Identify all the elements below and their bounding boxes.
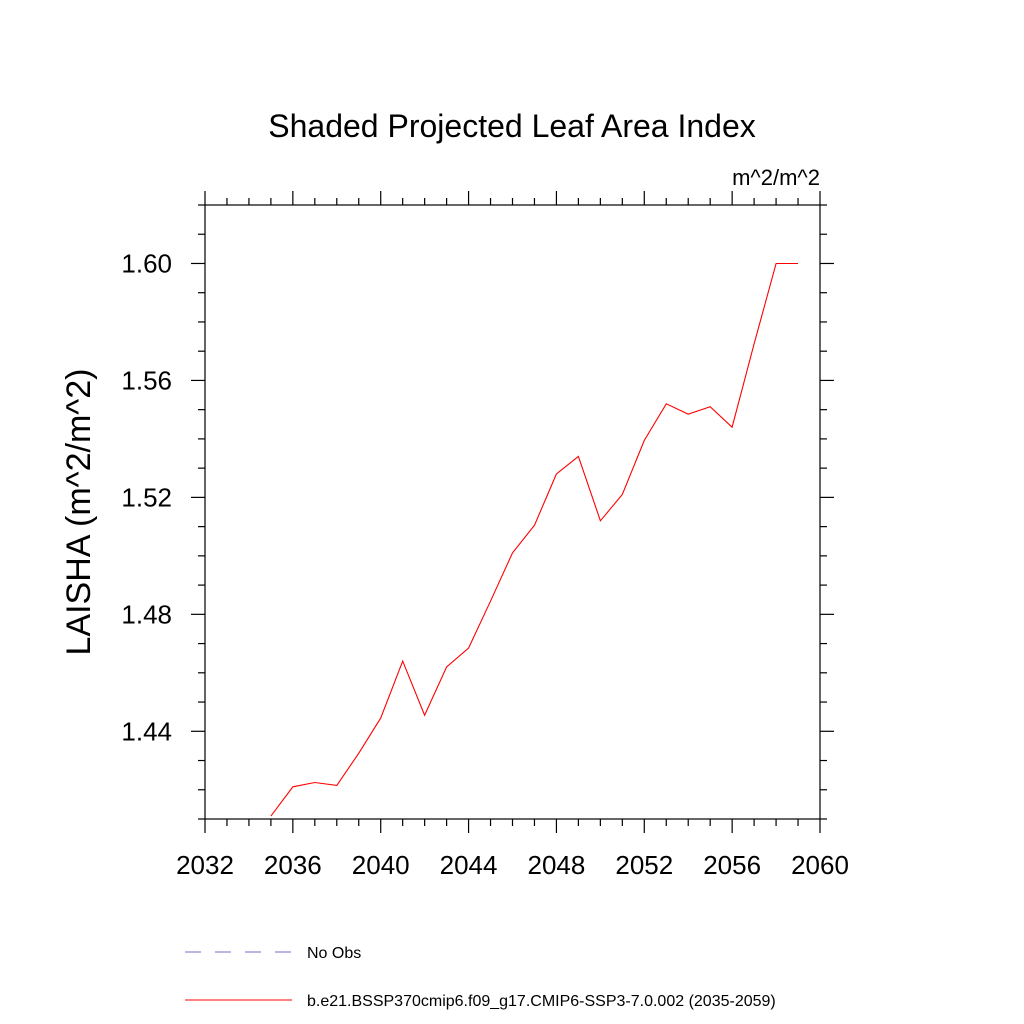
legend-label: No Obs xyxy=(307,945,361,962)
x-tick-label: 2044 xyxy=(440,850,498,880)
x-tick-label: 2060 xyxy=(791,850,849,880)
y-tick-label: 1.56 xyxy=(121,365,172,395)
axis-ticks xyxy=(191,191,834,833)
series-line xyxy=(270,262,798,817)
x-tick-label: 2056 xyxy=(703,850,761,880)
series-lines xyxy=(270,262,798,817)
y-axis-label: LAISHA (m^2/m^2) xyxy=(60,369,98,656)
y-tick-label: 1.44 xyxy=(121,716,172,746)
plot-frame xyxy=(204,204,821,820)
x-tick-label: 2036 xyxy=(264,850,322,880)
legend-label: b.e21.BSSP370cmip6.f09_g17.CMIP6-SSP3-7.… xyxy=(307,993,776,1010)
legend: No Obs b.e21.BSSP370cmip6.f09_g17.CMIP6-S… xyxy=(185,945,776,1010)
x-tick-label: 2032 xyxy=(176,850,234,880)
x-tick-label: 2052 xyxy=(615,850,673,880)
x-tick-label: 2040 xyxy=(352,850,410,880)
y-tick-label: 1.60 xyxy=(121,248,172,278)
tick-labels: 2032 2036 2040 2044 2048 2052 2056 2060 1.44 1.48… xyxy=(121,248,849,880)
chart-title: Shaded Projected Leaf Area Index xyxy=(268,108,755,144)
units-label: m^2/m^2 xyxy=(732,165,820,190)
y-tick-label: 1.48 xyxy=(121,599,172,629)
x-tick-label: 2048 xyxy=(528,850,586,880)
y-tick-label: 1.52 xyxy=(121,482,172,512)
